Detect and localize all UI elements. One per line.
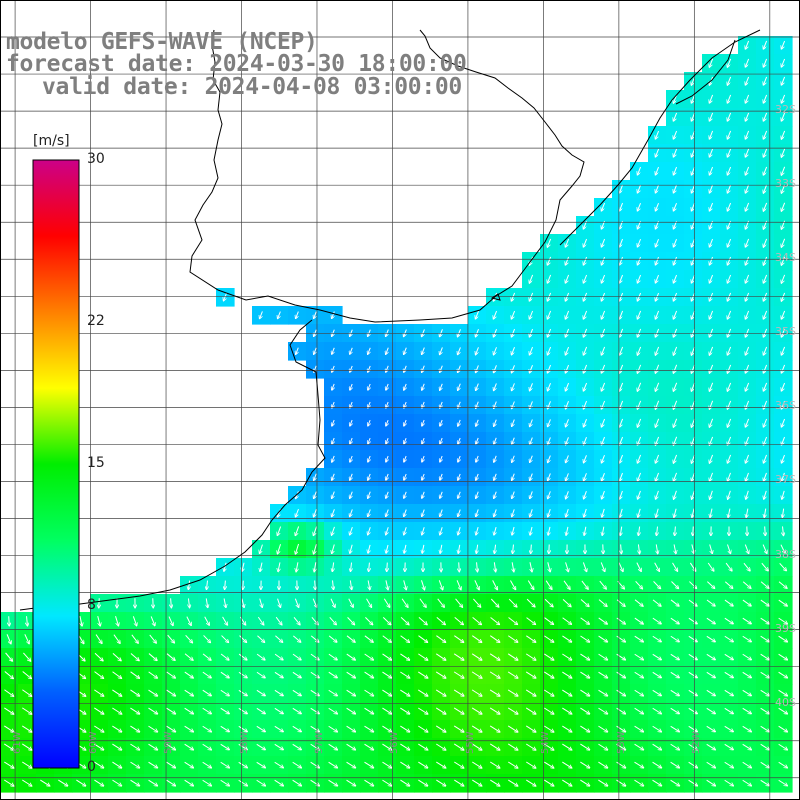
longitude-label: 55W (464, 731, 476, 754)
longitude-label: 60W (87, 731, 99, 754)
latitude-label: 37S (775, 473, 796, 487)
colorbar-tick-label: 8 (87, 596, 96, 613)
title-forecast-date: forecast date: 2024-03-30 18:00:00 (6, 51, 467, 77)
latitude-label: 35S (775, 325, 796, 339)
longitude-label: 59W (163, 731, 175, 754)
colorbar-tick-label: 0 (87, 759, 96, 775)
latitude-label: 38S (775, 547, 796, 561)
wind-speed-field (0, 36, 793, 793)
longitude-label: 57W (313, 731, 325, 754)
longitude-label: 54W (540, 731, 552, 754)
latitude-label: 36S (775, 399, 796, 413)
latitude-label: 32S (775, 103, 796, 117)
wind-arrow (387, 562, 388, 572)
longitude-label: 53W (615, 731, 627, 754)
wind-arrow (459, 562, 460, 571)
longitude-label: 61W (12, 731, 24, 754)
colorbar-tick-label: 22 (87, 313, 105, 330)
wind-arrow (315, 580, 316, 589)
longitude-label: 58W (238, 731, 250, 754)
wind-arrow (243, 580, 244, 590)
longitude-label: 52W (691, 731, 703, 754)
wind-arrow (693, 526, 694, 535)
longitude-label: 56W (389, 731, 401, 754)
latitude-label: 34S (775, 251, 796, 265)
latitude-label: 40S (775, 695, 796, 709)
title-valid-date: valid date: 2024-04-08 03:00:00 (42, 74, 462, 100)
colorbar-unit-label: [m/s] (33, 133, 70, 149)
wind-arrow (765, 526, 766, 535)
wind-arrow (9, 616, 10, 626)
colorbar-tick-label: 15 (87, 455, 105, 471)
colorbar-bar (32, 159, 80, 769)
latitude-label: 33S (775, 177, 796, 191)
colorbar-tick-label: 30 (87, 151, 105, 167)
wind-arrow (531, 544, 532, 554)
latitude-label: 39S (775, 621, 796, 635)
